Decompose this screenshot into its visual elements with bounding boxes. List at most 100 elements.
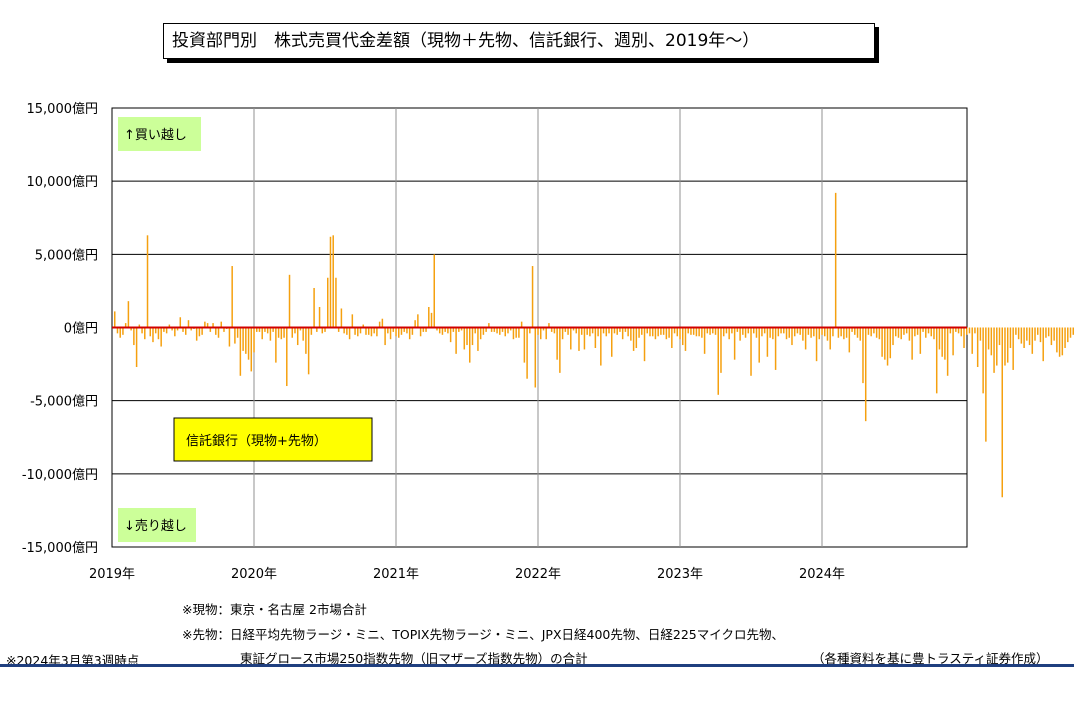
bar <box>488 323 490 328</box>
bar <box>540 327 542 340</box>
bar <box>198 327 201 337</box>
bar <box>433 254 435 328</box>
bar <box>425 327 427 332</box>
y-tick-label: 15,000億円 <box>27 101 99 117</box>
bar <box>641 327 643 335</box>
bar <box>739 327 741 341</box>
bar <box>908 327 911 341</box>
bar <box>682 327 684 346</box>
bar <box>793 327 796 337</box>
x-tick-label: 2021年 <box>373 567 419 582</box>
bar <box>878 327 881 340</box>
bar <box>556 327 558 360</box>
bar <box>742 327 744 335</box>
bar <box>455 327 457 354</box>
bar <box>804 327 807 350</box>
bar <box>460 327 463 331</box>
sell-annotation: ↓売り越し <box>124 518 187 534</box>
bar <box>501 327 504 332</box>
bar <box>856 327 859 338</box>
legend-label: 信託銀行（現物+先物） <box>186 433 327 449</box>
bar <box>903 327 905 335</box>
bar <box>548 323 550 328</box>
bar <box>780 327 782 334</box>
bar <box>597 327 599 337</box>
bar <box>717 327 719 395</box>
bar <box>206 323 209 328</box>
bar <box>373 327 375 334</box>
bar <box>195 327 198 341</box>
bar <box>152 327 154 343</box>
bar <box>165 327 168 334</box>
bar <box>346 327 348 335</box>
bar <box>324 327 326 332</box>
bar <box>643 327 646 362</box>
bar <box>553 327 556 334</box>
bar <box>542 327 545 331</box>
bar <box>512 327 515 340</box>
bar <box>758 327 760 363</box>
bar <box>561 327 564 340</box>
bar <box>728 327 730 340</box>
note-spot: ※現物：東京・名古屋 2市場合計 <box>182 602 367 617</box>
bar <box>870 327 872 337</box>
bar <box>810 327 812 338</box>
bar <box>859 327 861 341</box>
bar <box>594 327 597 348</box>
bar <box>417 314 419 328</box>
bar <box>922 327 924 332</box>
bar <box>769 327 771 338</box>
bar <box>256 327 258 332</box>
bar <box>671 327 673 348</box>
y-tick-label: -5,000億円 <box>30 394 98 410</box>
x-tick-label: 2023年 <box>657 567 703 582</box>
bar <box>608 327 610 334</box>
bar <box>408 327 411 340</box>
bar <box>242 327 244 351</box>
bar <box>419 327 422 337</box>
bar <box>515 327 517 338</box>
sell-annotation-box <box>118 508 196 542</box>
bar <box>124 323 127 328</box>
bar <box>261 327 263 340</box>
bar <box>720 327 722 373</box>
bar <box>709 327 711 335</box>
bar <box>458 327 460 332</box>
bar <box>676 327 679 337</box>
bar <box>662 327 665 335</box>
bar <box>204 321 206 328</box>
bar <box>632 327 635 351</box>
bar <box>182 327 184 332</box>
bar <box>174 327 176 337</box>
bar <box>471 327 474 346</box>
bar <box>687 327 689 334</box>
bar <box>367 327 370 335</box>
bar <box>843 327 845 340</box>
bar <box>518 327 520 338</box>
bar <box>1037 327 1039 335</box>
bar <box>649 327 651 337</box>
bar <box>927 327 930 334</box>
bar <box>837 327 840 338</box>
bar <box>335 277 337 328</box>
bar <box>362 324 364 328</box>
bar <box>411 327 414 335</box>
bar <box>744 327 747 338</box>
bar <box>365 327 367 335</box>
bar <box>955 327 957 332</box>
bar <box>654 327 657 340</box>
bar <box>531 266 534 328</box>
bar <box>873 327 875 334</box>
bar <box>695 327 698 337</box>
bar <box>987 327 990 350</box>
bar <box>138 324 141 328</box>
bar <box>154 327 157 334</box>
bar <box>119 327 121 338</box>
bar <box>272 327 274 332</box>
bar <box>807 327 810 335</box>
bar <box>504 327 506 337</box>
bar <box>1026 327 1028 341</box>
bar <box>586 327 588 335</box>
bar <box>763 327 766 334</box>
